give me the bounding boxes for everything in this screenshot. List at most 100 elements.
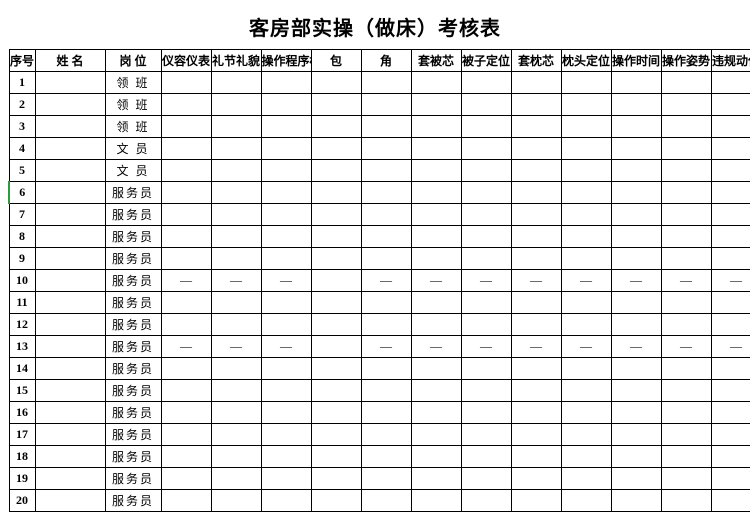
data-cell [211, 402, 261, 424]
position-cell: 服务员 [105, 314, 161, 336]
data-cell [211, 248, 261, 270]
data-cell [611, 138, 661, 160]
data-cell [661, 402, 711, 424]
seq-cell: 19 [9, 468, 35, 490]
data-cell [261, 72, 311, 94]
position-cell: 领 班 [105, 116, 161, 138]
data-cell [361, 358, 411, 380]
data-cell [311, 226, 361, 248]
data-cell: — [511, 336, 561, 358]
data-cell [661, 314, 711, 336]
data-cell [561, 116, 611, 138]
data-cell [511, 160, 561, 182]
data-cell [711, 160, 750, 182]
data-cell [561, 314, 611, 336]
data-cell [411, 468, 461, 490]
position-cell: 服务员 [105, 270, 161, 292]
position-cell: 服务员 [105, 402, 161, 424]
data-cell [261, 468, 311, 490]
data-cell [661, 94, 711, 116]
data-cell: — [461, 270, 511, 292]
data-cell [511, 182, 561, 204]
data-cell [211, 94, 261, 116]
data-cell: — [161, 336, 211, 358]
position-cell: 文 员 [105, 138, 161, 160]
data-cell [611, 160, 661, 182]
seq-cell: 1 [9, 72, 35, 94]
table-row: 9 服务员 [9, 248, 750, 270]
data-cell [611, 314, 661, 336]
position-cell: 服务员 [105, 182, 161, 204]
col-header-9: 被子定位 [461, 50, 511, 72]
name-cell [35, 204, 105, 226]
seq-cell: 16 [9, 402, 35, 424]
data-cell [161, 94, 211, 116]
position-cell: 文 员 [105, 160, 161, 182]
data-cell [311, 160, 361, 182]
data-cell: — [661, 270, 711, 292]
data-cell [561, 468, 611, 490]
data-cell [711, 424, 750, 446]
data-cell [161, 424, 211, 446]
data-cell: — [361, 270, 411, 292]
name-cell [35, 94, 105, 116]
data-cell [461, 94, 511, 116]
name-cell [35, 160, 105, 182]
data-cell [561, 204, 611, 226]
data-cell [461, 446, 511, 468]
data-cell [261, 358, 311, 380]
table-row: 14服务员 [9, 358, 750, 380]
data-cell [461, 116, 511, 138]
data-cell [561, 402, 611, 424]
data-cell: — [211, 270, 261, 292]
table-row: 4文 员 [9, 138, 750, 160]
data-cell [711, 402, 750, 424]
position-cell: 服务员 [105, 248, 161, 270]
data-cell [161, 160, 211, 182]
data-cell [361, 402, 411, 424]
data-cell [711, 358, 750, 380]
data-cell [711, 182, 750, 204]
table-row: 1领 班 [9, 72, 750, 94]
seq-cell: 6 [9, 182, 35, 204]
table-row: 17服务员 [9, 424, 750, 446]
data-cell [511, 314, 561, 336]
data-cell [161, 468, 211, 490]
seq-cell: 9 [9, 248, 35, 270]
seq-cell: 18 [9, 446, 35, 468]
data-cell [211, 468, 261, 490]
data-cell: — [211, 336, 261, 358]
data-cell [361, 204, 411, 226]
data-cell [661, 182, 711, 204]
data-cell [511, 446, 561, 468]
data-cell [161, 380, 211, 402]
data-cell [711, 138, 750, 160]
data-cell [561, 160, 611, 182]
table-row: 11服务员 [9, 292, 750, 314]
data-cell [311, 314, 361, 336]
data-cell [611, 182, 661, 204]
data-cell [461, 292, 511, 314]
data-cell [561, 248, 611, 270]
col-header-5: 操作程序标准 [261, 50, 311, 72]
data-cell [261, 446, 311, 468]
data-cell [311, 270, 361, 292]
table-row: 5文 员 [9, 160, 750, 182]
seq-cell: 8 [9, 226, 35, 248]
data-cell [411, 424, 461, 446]
data-cell [661, 446, 711, 468]
data-cell [161, 116, 211, 138]
data-cell [361, 94, 411, 116]
data-cell [461, 160, 511, 182]
data-cell [461, 226, 511, 248]
seq-cell: 15 [9, 380, 35, 402]
position-cell: 服务员 [105, 468, 161, 490]
data-cell [611, 468, 661, 490]
data-cell [261, 424, 311, 446]
data-cell [311, 138, 361, 160]
data-cell: — [511, 270, 561, 292]
data-cell [311, 116, 361, 138]
data-cell [311, 182, 361, 204]
col-header-3: 仪容仪表 [161, 50, 211, 72]
data-cell [461, 204, 511, 226]
